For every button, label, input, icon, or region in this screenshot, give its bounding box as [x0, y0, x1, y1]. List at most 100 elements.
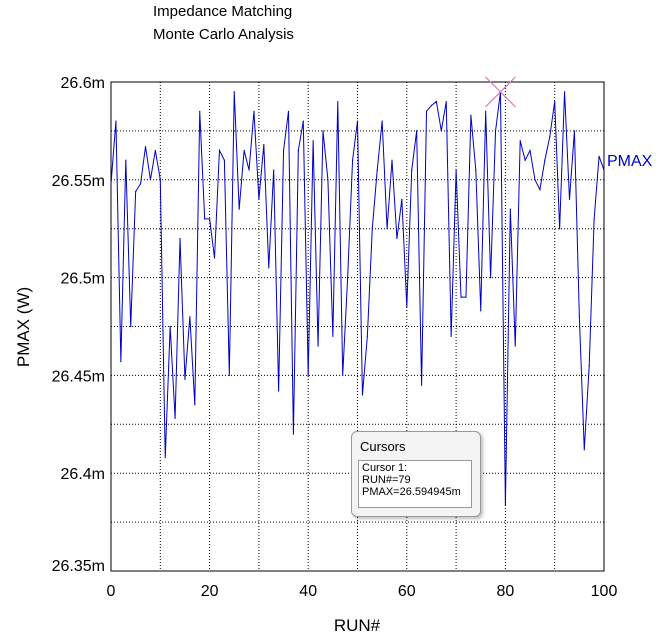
- data-point: [416, 130, 418, 132]
- data-point: [233, 91, 235, 93]
- cursors-panel-title: Cursors: [360, 439, 406, 454]
- data-point: [391, 159, 393, 161]
- cursor-readout: Cursor 1: RUN#=79 PMAX=26.594945m: [358, 460, 472, 508]
- y-tick-label: 26.55m: [52, 173, 105, 190]
- data-point: [504, 503, 506, 506]
- data-point: [135, 190, 137, 193]
- cursor-marker-icon[interactable]: [485, 76, 516, 108]
- data-point: [337, 100, 339, 103]
- data-point: [209, 218, 211, 220]
- data-point: [159, 179, 161, 181]
- data-point: [164, 456, 166, 459]
- data-point: [110, 183, 112, 185]
- data-point: [406, 306, 408, 308]
- x-tick-label: 40: [299, 583, 317, 600]
- data-points: [110, 91, 605, 506]
- data-point: [144, 145, 147, 148]
- data-point: [440, 130, 442, 132]
- data-point: [287, 110, 290, 112]
- data-point: [470, 114, 472, 116]
- data-point: [223, 159, 225, 161]
- data-point: [386, 228, 388, 230]
- data-point: [317, 345, 319, 347]
- data-point: [115, 120, 117, 122]
- data-point: [204, 218, 206, 220]
- data-point: [282, 149, 285, 152]
- data-point: [169, 325, 171, 328]
- cursor-cross-line: [485, 76, 516, 108]
- data-point: [322, 130, 324, 132]
- data-point: [154, 149, 156, 152]
- data-point: [130, 325, 132, 328]
- data-point: [539, 188, 541, 191]
- x-axis-title: RUN#: [334, 616, 381, 635]
- x-tick-label: 20: [201, 583, 219, 600]
- data-point: [189, 316, 191, 318]
- data-point: [455, 169, 457, 171]
- data-point: [554, 100, 556, 103]
- data-point: [228, 374, 230, 376]
- data-point: [514, 345, 516, 347]
- data-point: [268, 267, 270, 269]
- data-point: [450, 335, 452, 337]
- y-tick-label: 26.35m: [52, 558, 105, 575]
- data-point: [125, 159, 127, 161]
- data-point: [544, 159, 546, 161]
- data-point: [174, 417, 176, 420]
- x-tick-label: 80: [497, 583, 515, 600]
- data-point: [263, 143, 265, 146]
- data-point: [588, 365, 590, 367]
- data-point: [238, 208, 240, 210]
- x-tick-labels: 0 20 40 60 80 100: [107, 583, 618, 600]
- data-point: [480, 310, 482, 312]
- data-point: [425, 110, 428, 112]
- data-point: [278, 390, 280, 392]
- data-point: [179, 237, 181, 240]
- series-label: PMAX: [607, 153, 653, 170]
- chart-title: Impedance Matching: [153, 3, 293, 20]
- data-point: [376, 169, 378, 171]
- data-point: [524, 159, 526, 161]
- x-tick-label: 100: [591, 583, 618, 600]
- data-point: [149, 179, 152, 181]
- data-point: [559, 228, 561, 230]
- data-point: [327, 179, 329, 181]
- y-axis-title: PMAX (W): [14, 287, 33, 367]
- data-point: [411, 169, 413, 171]
- y-tick-label: 26.5m: [61, 271, 105, 288]
- data-point: [361, 394, 364, 396]
- data-point: [297, 149, 299, 152]
- data-point: [509, 208, 511, 210]
- data-point: [356, 120, 359, 122]
- data-point: [598, 155, 600, 157]
- chart-title-block: Impedance Matching Monte Carlo Analysis: [153, 0, 294, 46]
- data-point: [460, 296, 462, 298]
- chart-subtitle: Monte Carlo Analysis: [153, 26, 294, 43]
- data-point: [371, 228, 373, 230]
- data-point: [243, 149, 245, 152]
- data-point: [435, 100, 437, 103]
- data-point: [302, 120, 304, 122]
- data-point: [312, 140, 314, 142]
- data-point: [573, 130, 576, 132]
- data-point: [332, 335, 334, 337]
- data-point: [199, 110, 201, 112]
- data-point: [194, 404, 196, 406]
- data-point: [366, 335, 368, 337]
- cursor-readout-value: PMAX=26.594945m: [362, 486, 461, 498]
- data-point: [420, 384, 423, 386]
- data-point: [184, 378, 186, 380]
- data-point: [445, 100, 447, 103]
- y-tick-label: 26.6m: [61, 75, 105, 92]
- data-point: [465, 296, 467, 298]
- data-point: [401, 198, 403, 200]
- data-point: [258, 198, 260, 200]
- data-point: [583, 449, 585, 451]
- data-point: [549, 136, 551, 138]
- data-point: [494, 130, 497, 132]
- data-point: [568, 198, 571, 200]
- cursors-panel[interactable]: Cursors Cursor 1: RUN#=79 PMAX=26.594945…: [351, 431, 481, 517]
- data-point: [218, 149, 221, 152]
- data-point: [342, 374, 344, 376]
